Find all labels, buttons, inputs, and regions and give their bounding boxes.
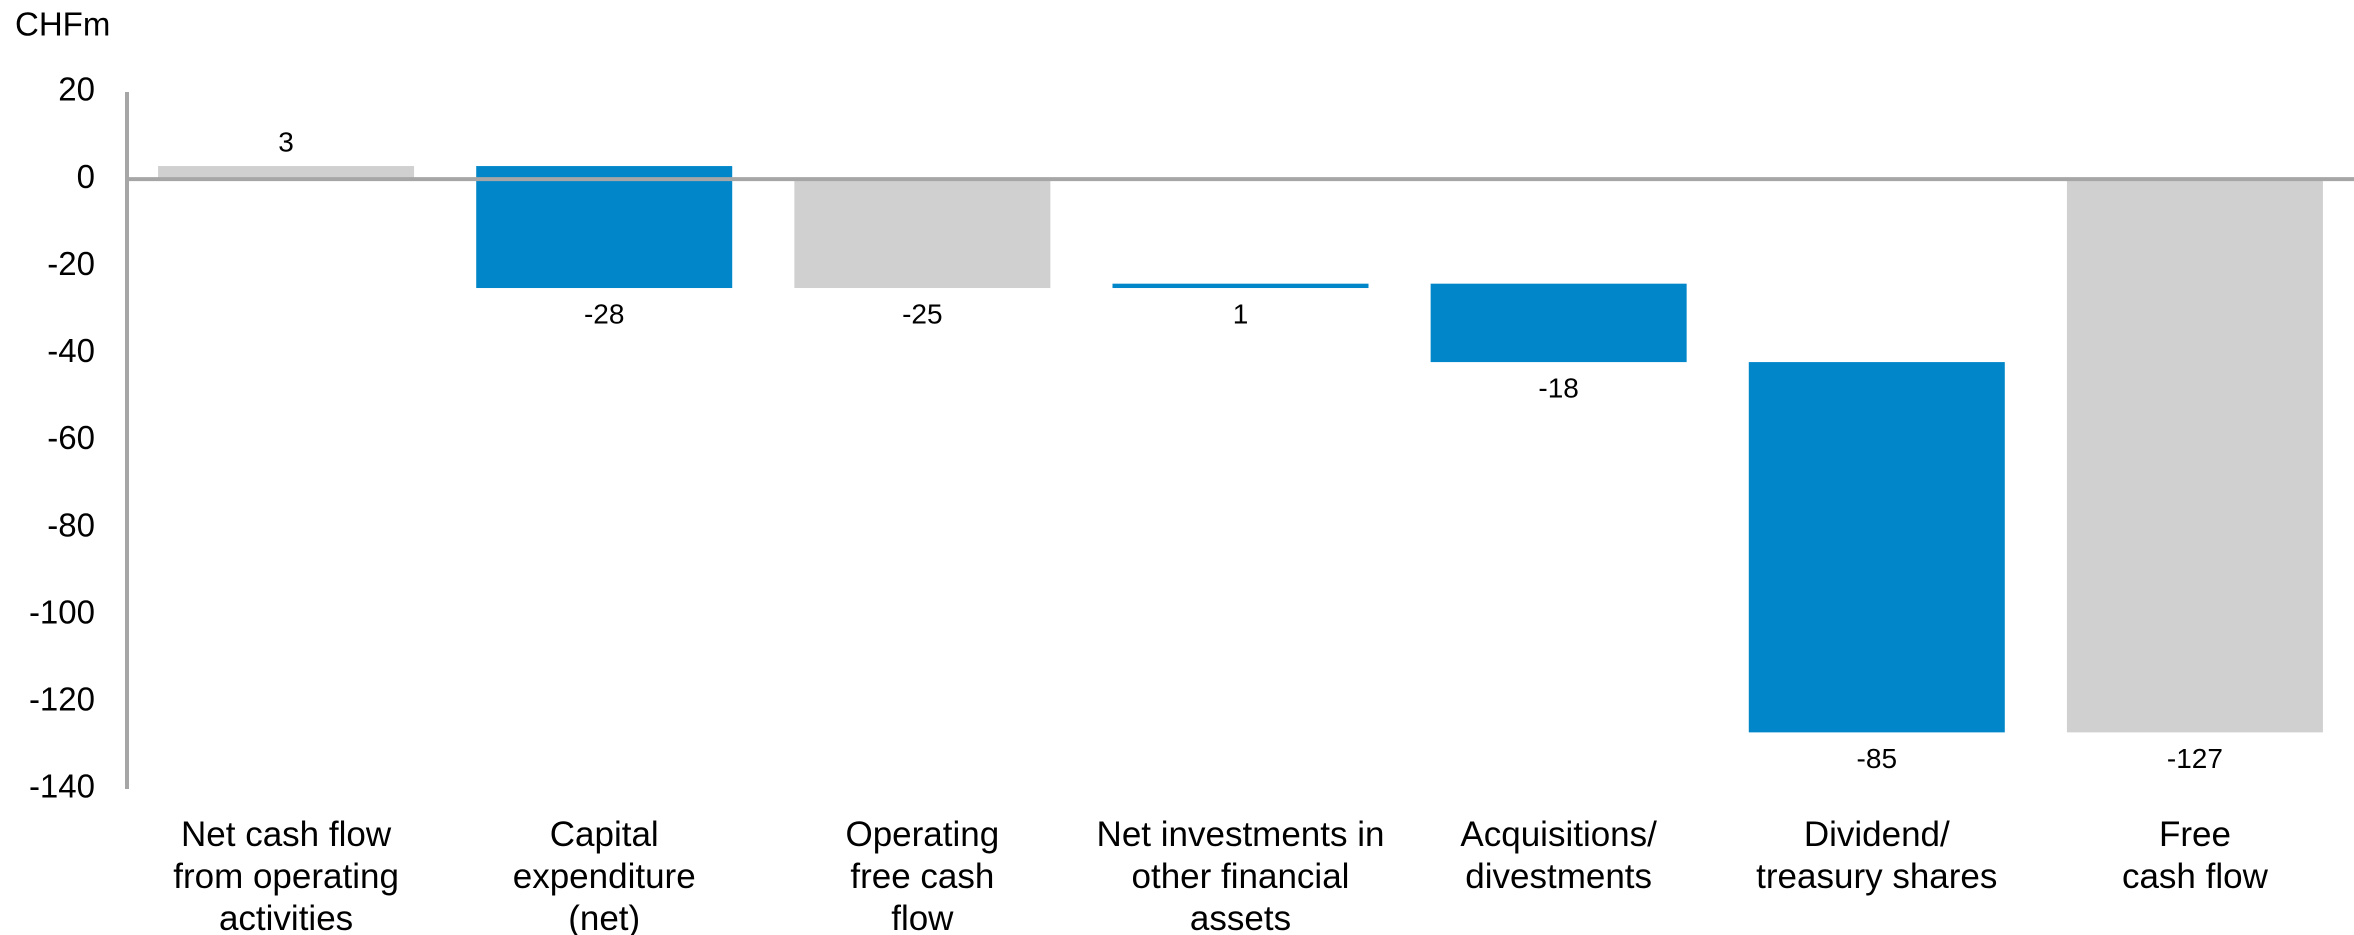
y-tick-label: -80 [47, 506, 95, 543]
y-tick-label: 0 [77, 158, 95, 195]
y-tick-label: -140 [29, 768, 95, 805]
value-label: 3 [278, 126, 294, 157]
x-tick-label: Acquisitions/divestments [1460, 815, 1657, 896]
x-tick-label: Free cash flow [2122, 815, 2269, 896]
bar [158, 166, 415, 180]
y-tick-label: 20 [58, 71, 95, 108]
value-label: -85 [1857, 743, 1897, 774]
value-label: 1 [1233, 298, 1249, 329]
value-label: -18 [1538, 372, 1578, 403]
y-tick-label: -40 [47, 332, 95, 369]
y-tick-label: -20 [47, 245, 95, 282]
bar [2066, 179, 2323, 733]
y-tick-label: -60 [47, 419, 95, 456]
x-tick-label: Operating free cash flow [845, 815, 999, 935]
bar [476, 166, 733, 289]
x-tick-label: Capital expenditure (net) [513, 815, 696, 935]
x-tick-label: Net investments in other financial assets [1097, 815, 1385, 935]
value-label: -28 [584, 298, 624, 329]
y-axis-label: CHFm [15, 6, 110, 43]
bar [1112, 283, 1369, 289]
y-tick-label: -100 [29, 593, 95, 630]
x-tick-label: Dividend/treasury shares [1756, 815, 1997, 896]
value-label: -25 [902, 298, 942, 329]
x-tick-label: Net cash flow from operating activities [173, 815, 399, 935]
bar [1430, 283, 1687, 363]
value-label: -127 [2167, 743, 2223, 774]
bar [794, 179, 1051, 289]
y-tick-label: -120 [29, 681, 95, 718]
bar [1748, 362, 2005, 733]
